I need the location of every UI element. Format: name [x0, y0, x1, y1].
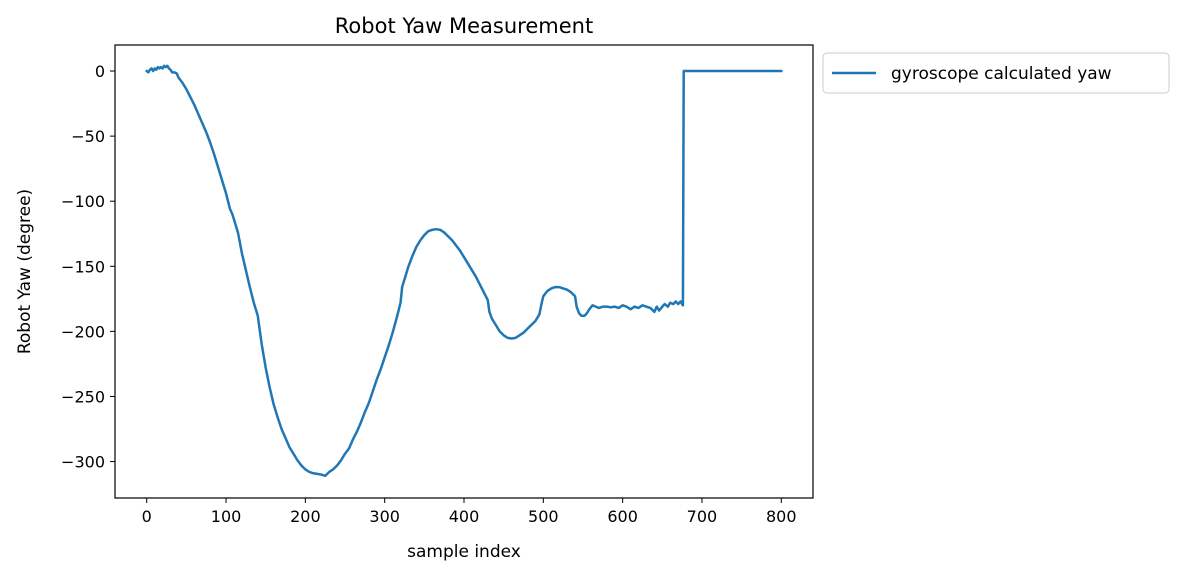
x-tick-label: 100 [211, 507, 242, 526]
x-tick-label: 300 [369, 507, 400, 526]
chart-title: Robot Yaw Measurement [335, 14, 593, 38]
legend-box [822, 52, 1170, 94]
y-tick-label: −150 [61, 257, 105, 276]
legend: gyroscope calculated yaw [822, 52, 1170, 94]
x-tick-label: 500 [528, 507, 559, 526]
x-tick-label: 600 [607, 507, 638, 526]
y-tick-label: −100 [61, 192, 105, 211]
y-tick-label: −50 [71, 127, 105, 146]
plot-frame [114, 44, 814, 499]
x-tick-label: 400 [449, 507, 480, 526]
x-tick-label: 0 [142, 507, 152, 526]
y-tick-label: −250 [61, 387, 105, 406]
y-tick-label: −300 [61, 453, 105, 472]
series-line-gyroscope-yaw [144, 64, 783, 478]
legend-label-gyroscope-yaw: gyroscope calculated yaw [891, 64, 1112, 84]
y-axis-ticks: 0 −50 −100 −150 −200 −250 −300 [61, 62, 115, 472]
y-tick-label: 0 [95, 62, 105, 81]
x-axis-ticks: 0 100 200 300 400 500 600 700 800 [142, 498, 797, 526]
x-tick-label: 200 [290, 507, 321, 526]
y-axis-label: Robot Yaw (degree) [15, 189, 35, 354]
y-tick-label: −200 [61, 322, 105, 341]
x-tick-label: 800 [766, 507, 797, 526]
x-axis-label: sample index [407, 542, 521, 562]
plot-layer [144, 64, 783, 478]
x-tick-label: 700 [687, 507, 718, 526]
